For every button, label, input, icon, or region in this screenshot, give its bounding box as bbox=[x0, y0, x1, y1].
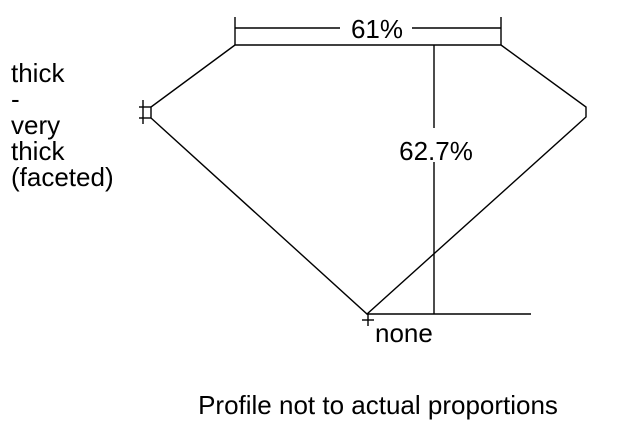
girdle-label-line: very bbox=[11, 110, 60, 140]
girdle-label-line: thick bbox=[11, 136, 65, 166]
gem-outline bbox=[150, 44, 587, 315]
girdle-marker bbox=[139, 100, 151, 124]
girdle-label-line: - bbox=[11, 84, 20, 114]
depth-dimension: 62.7% bbox=[367, 45, 531, 315]
caption: Profile not to actual proportions bbox=[198, 390, 558, 420]
table-percent-label: 61% bbox=[351, 14, 403, 44]
culet-marker bbox=[362, 314, 374, 326]
depth-percent-label: 62.7% bbox=[399, 136, 473, 166]
girdle-label-line: thick bbox=[11, 58, 65, 88]
culet-label: none bbox=[375, 318, 433, 348]
table-dimension: 61% bbox=[234, 14, 502, 45]
girdle-label-line: (faceted) bbox=[11, 162, 114, 192]
girdle-label: thick - very thick (faceted) bbox=[11, 58, 114, 192]
